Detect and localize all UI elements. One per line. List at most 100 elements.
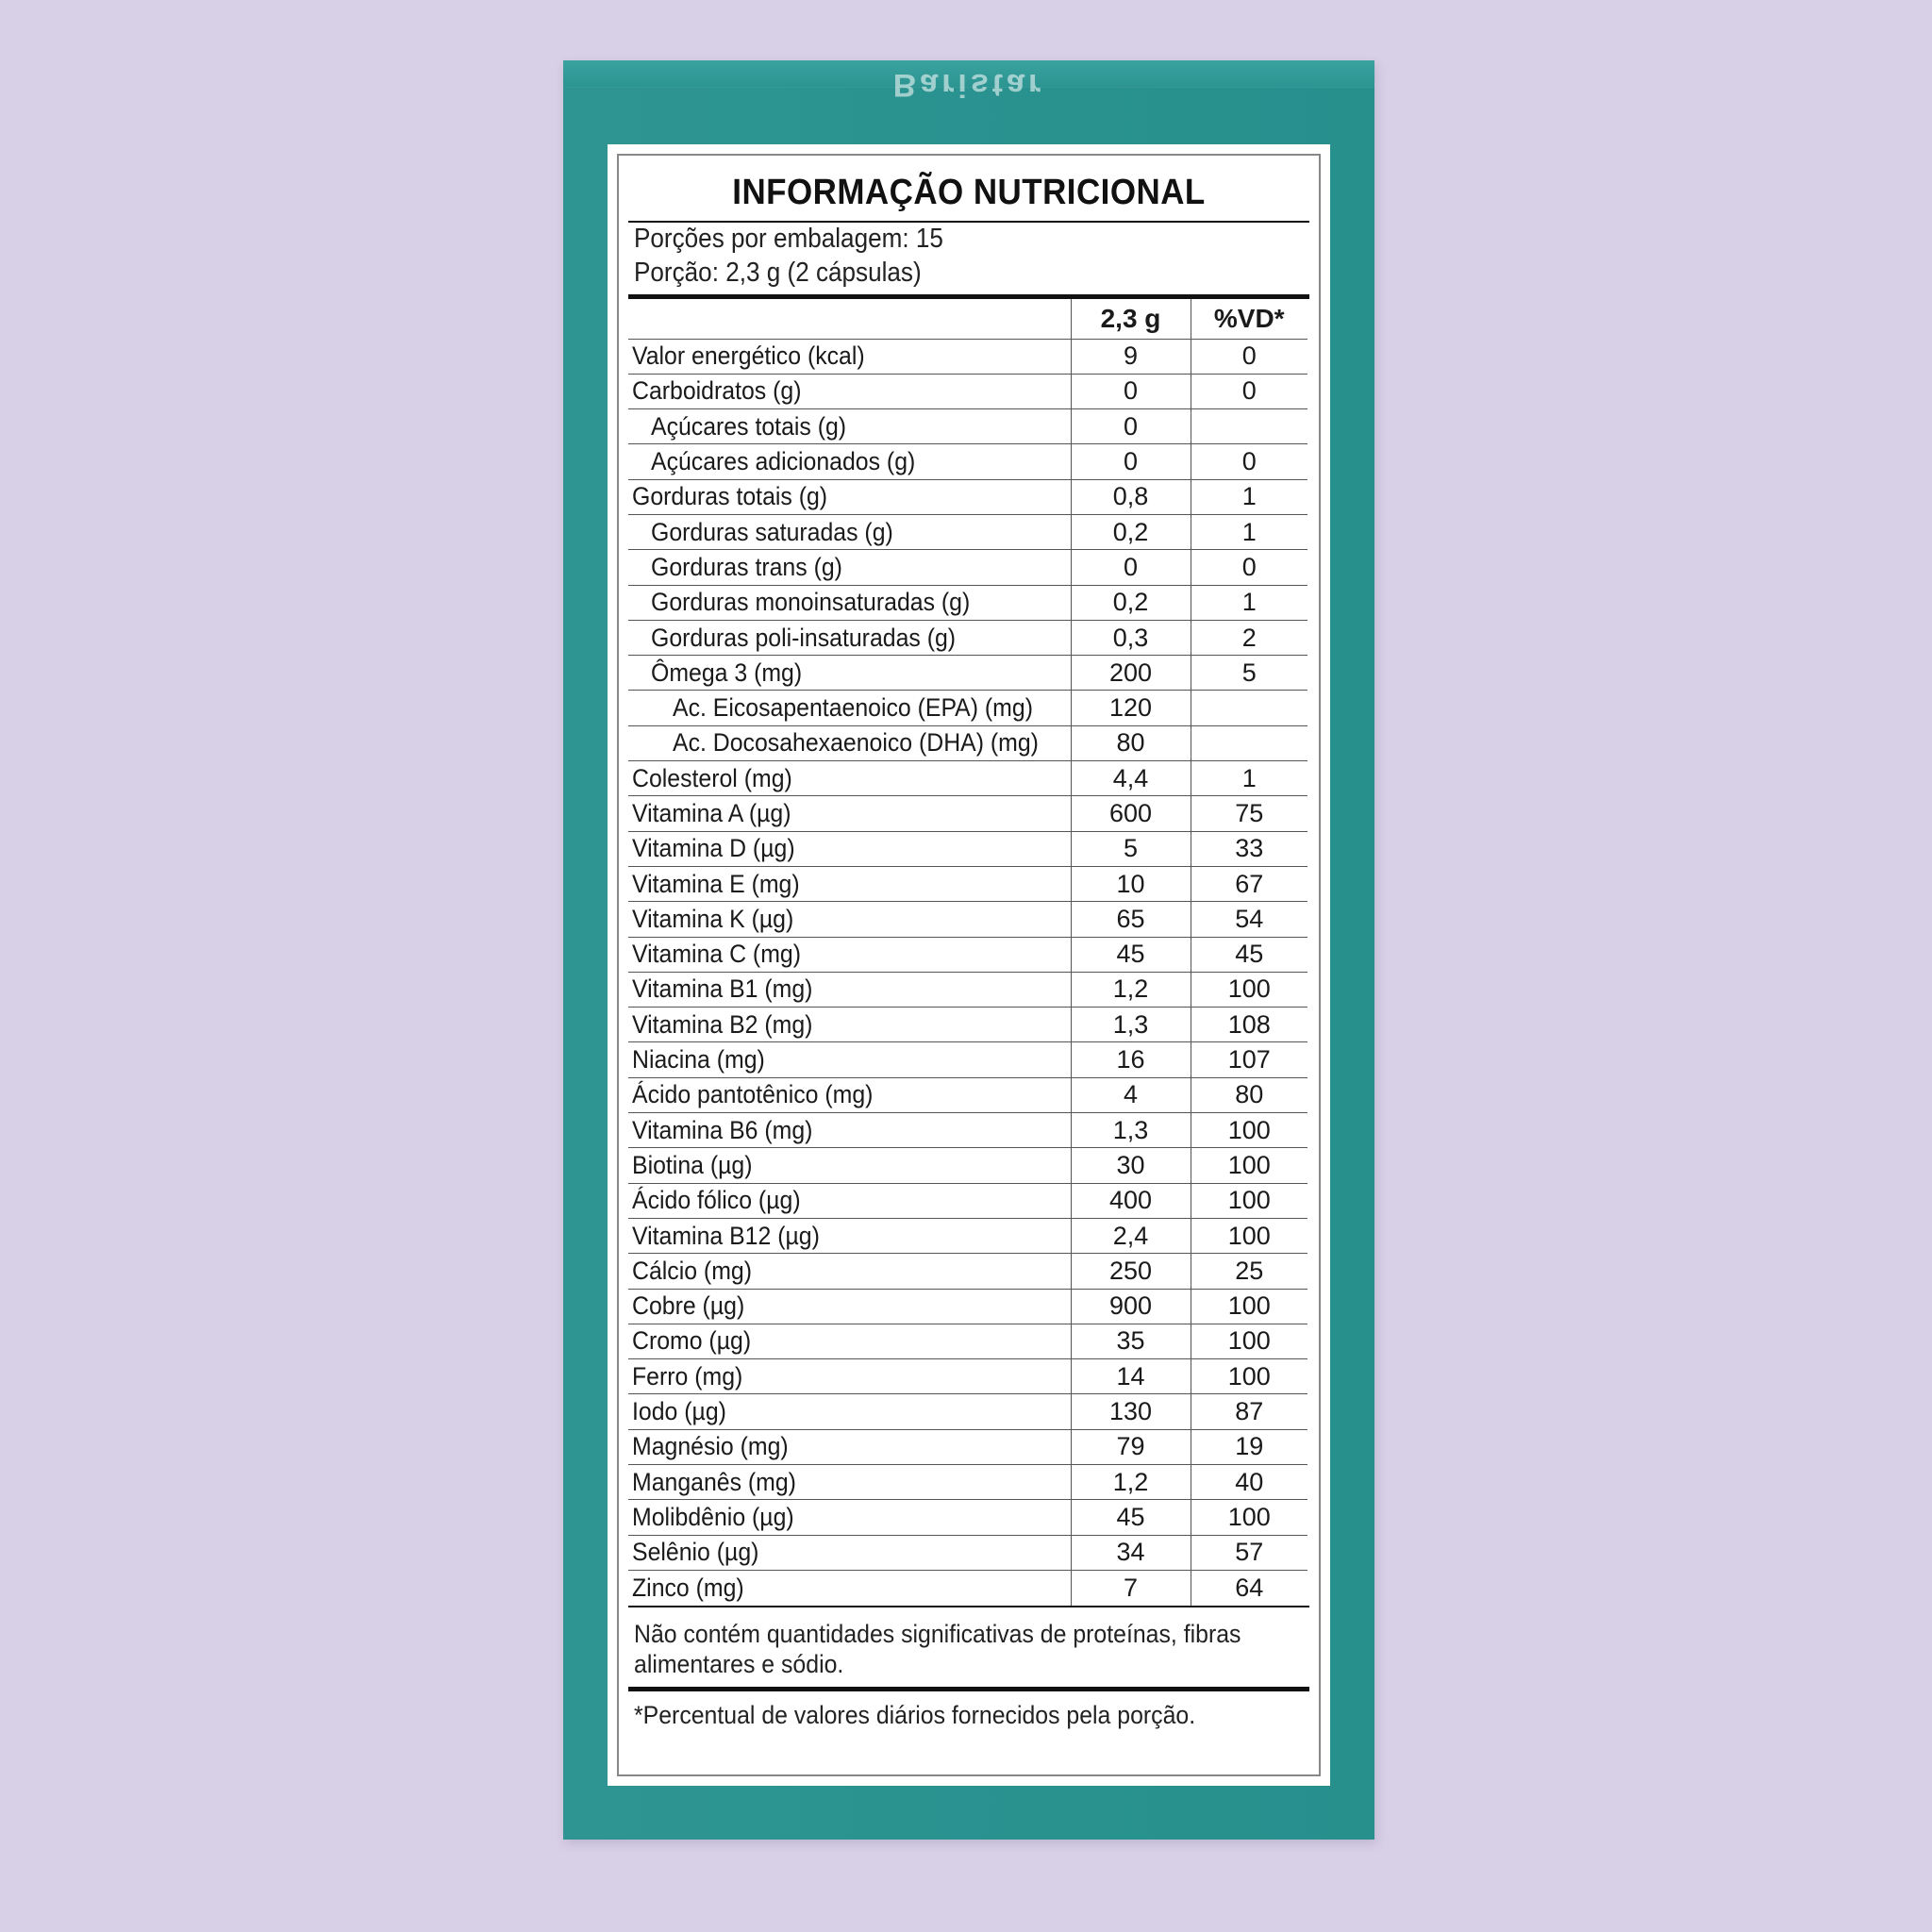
- nutrient-amount: 250: [1070, 1253, 1191, 1290]
- nutrient-amount: 200: [1070, 655, 1191, 691]
- header-blank: [628, 299, 1071, 340]
- table-row: Vitamina C (mg) 45 45: [628, 937, 1307, 973]
- nutrient-name-text: Vitamina B1 (mg): [632, 974, 813, 1004]
- table-row: Açúcares totais (g) 0: [628, 408, 1307, 445]
- table-row: Vitamina D (µg) 5 33: [628, 831, 1307, 867]
- nutrient-dv: 0: [1190, 374, 1307, 410]
- nutrient-name-text: Vitamina B12 (µg): [632, 1221, 820, 1250]
- nutrient-dv: 64: [1190, 1570, 1307, 1606]
- nutrient-dv: [1190, 408, 1307, 445]
- nutrient-name-text: Vitamina E (mg): [632, 869, 800, 898]
- nutrient-amount: 2,4: [1070, 1218, 1191, 1255]
- nutrient-dv: 1: [1190, 479, 1307, 515]
- nutrient-dv: 1: [1190, 585, 1307, 621]
- table-row: Zinco (mg) 7 64: [628, 1570, 1307, 1606]
- nutrient-dv: 87: [1190, 1393, 1307, 1430]
- nutrient-amount: 900: [1070, 1289, 1191, 1324]
- nutrient-dv: 100: [1190, 1183, 1307, 1219]
- nutrient-amount: 0: [1070, 549, 1191, 586]
- nutrition-label: INFORMAÇÃO NUTRICIONAL Porções por embal…: [608, 144, 1330, 1786]
- nutrient-name-text: Valor energético (kcal): [632, 341, 865, 371]
- nutrient-name: Açúcares totais (g): [628, 408, 1071, 445]
- nutrient-name: Zinco (mg): [628, 1570, 1071, 1605]
- nutrient-dv: 54: [1190, 901, 1307, 938]
- table-row: Manganês (mg) 1,2 40: [628, 1464, 1307, 1501]
- nutrient-name: Vitamina C (mg): [628, 937, 1071, 973]
- nutrient-name: Manganês (mg): [628, 1464, 1071, 1501]
- nutrient-amount: 16: [1070, 1041, 1191, 1078]
- table-row: Ácido fólico (µg) 400 100: [628, 1183, 1307, 1219]
- nutrient-amount: 7: [1070, 1570, 1191, 1606]
- table-row: Colesterol (mg) 4,4 1: [628, 760, 1307, 797]
- nutrient-name: Vitamina E (mg): [628, 866, 1071, 903]
- nutrient-amount: 0,8: [1070, 479, 1191, 515]
- nutrient-name: Colesterol (mg): [628, 760, 1071, 797]
- header-amount: 2,3 g: [1070, 299, 1191, 340]
- nutrient-name-text: Ácido pantotênico (mg): [632, 1080, 874, 1109]
- nutrient-name-text: Açúcares totais (g): [651, 411, 847, 441]
- nutrient-dv: 45: [1190, 937, 1307, 973]
- nutrient-dv: 5: [1190, 655, 1307, 691]
- table-row: Cobre (µg) 900 100: [628, 1289, 1307, 1324]
- nutrient-name: Molibdênio (µg): [628, 1499, 1071, 1536]
- thick-divider: [628, 294, 1309, 299]
- nutrient-dv: 80: [1190, 1077, 1307, 1114]
- servings-per-package: Porções por embalagem: 15: [634, 224, 943, 254]
- nutrient-amount: 0: [1070, 374, 1191, 410]
- nutrient-dv: 100: [1190, 1324, 1307, 1360]
- table-row: Niacina (mg) 16 107: [628, 1041, 1307, 1078]
- nutrient-name-text: Vitamina B2 (mg): [632, 1009, 813, 1039]
- nutrient-amount: 0,2: [1070, 514, 1191, 551]
- nutrient-name-text: Manganês (mg): [632, 1467, 796, 1496]
- table-row: Cálcio (mg) 250 25: [628, 1253, 1307, 1290]
- label-border: INFORMAÇÃO NUTRICIONAL Porções por embal…: [617, 154, 1321, 1776]
- nutrient-dv: 100: [1190, 1358, 1307, 1395]
- footnote-text: *Percentual de valores diários fornecido…: [634, 1701, 1196, 1729]
- nutrient-amount: 1,3: [1070, 1007, 1191, 1043]
- nutrient-name-text: Ac. Eicosapentaenoico (EPA) (mg): [673, 693, 1033, 723]
- table-header-row: 2,3 g %VD*: [628, 299, 1307, 340]
- nutrient-name: Gorduras totais (g): [628, 479, 1071, 515]
- nutrient-name: Gorduras trans (g): [628, 549, 1071, 586]
- nutrient-dv: 0: [1190, 339, 1307, 375]
- nutrient-dv: [1190, 690, 1307, 726]
- nutrient-name-text: Vitamina C (mg): [632, 940, 801, 969]
- table-row: Vitamina A (µg) 600 75: [628, 795, 1307, 832]
- nutrient-dv: 100: [1190, 1112, 1307, 1149]
- nutrient-amount: 4: [1070, 1077, 1191, 1114]
- brand-logo: Baristar: [892, 67, 1045, 103]
- note-text-line-2: alimentares e sódio.: [634, 1650, 844, 1678]
- nutrient-dv: 57: [1190, 1535, 1307, 1571]
- serving-size: Porção: 2,3 g (2 cápsulas): [634, 258, 922, 288]
- nutrient-amount: 400: [1070, 1183, 1191, 1219]
- nutrient-name-text: Cromo (µg): [632, 1326, 752, 1356]
- table-row: Ac. Eicosapentaenoico (EPA) (mg) 120: [628, 690, 1307, 726]
- nutrient-amount: 45: [1070, 1499, 1191, 1536]
- table-row: Gorduras trans (g) 0 0: [628, 549, 1307, 586]
- nutrient-name: Açúcares adicionados (g): [628, 443, 1071, 480]
- nutrient-name: Vitamina B1 (mg): [628, 972, 1071, 1008]
- table-row: Ac. Docosahexaenoico (DHA) (mg) 80: [628, 725, 1307, 762]
- nutrient-dv: 100: [1190, 1218, 1307, 1255]
- nutrient-dv: 0: [1190, 443, 1307, 480]
- table-row: Iodo (µg) 130 87: [628, 1393, 1307, 1430]
- nutrient-name-text: Iodo (µg): [632, 1397, 726, 1426]
- nutrient-amount: 10: [1070, 866, 1191, 903]
- nutrient-name: Vitamina D (µg): [628, 831, 1071, 867]
- table-row: Carboidratos (g) 0 0: [628, 374, 1307, 410]
- nutrient-name-text: Açúcares adicionados (g): [651, 447, 916, 476]
- nutrient-name: Vitamina K (µg): [628, 901, 1071, 938]
- nutrient-name-text: Cálcio (mg): [632, 1256, 752, 1285]
- nutrient-name-text: Ferro (mg): [632, 1361, 743, 1391]
- nutrient-amount: 1,2: [1070, 972, 1191, 1008]
- label-title: INFORMAÇÃO NUTRICIONAL: [732, 173, 1206, 212]
- nutrient-amount: 9: [1070, 339, 1191, 375]
- nutrient-name-text: Vitamina D (µg): [632, 834, 795, 863]
- nutrient-amount: 0: [1070, 443, 1191, 480]
- nutrient-name: Selênio (µg): [628, 1535, 1071, 1571]
- nutrient-name: Vitamina B12 (µg): [628, 1218, 1071, 1255]
- nutrient-name-text: Cobre (µg): [632, 1291, 745, 1321]
- nutrient-name-text: Ac. Docosahexaenoico (DHA) (mg): [673, 728, 1039, 758]
- nutrient-dv: 108: [1190, 1007, 1307, 1043]
- nutrient-name-text: Biotina (µg): [632, 1150, 753, 1179]
